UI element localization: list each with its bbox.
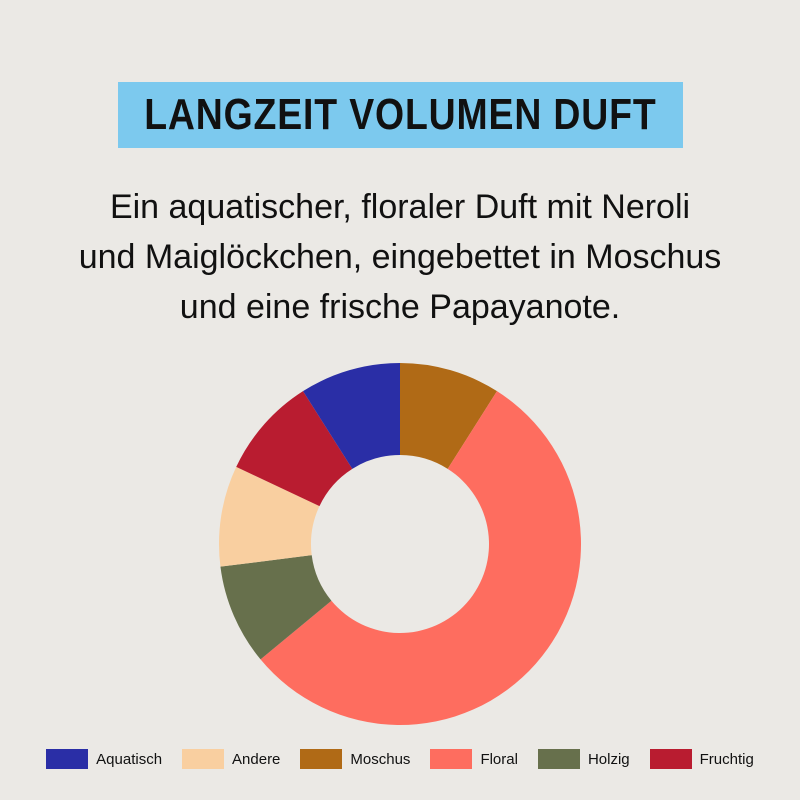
legend-swatch xyxy=(300,749,343,769)
chart-title: LANGZEIT VOLUMEN DUFT xyxy=(144,90,657,139)
legend-item-fruchtig: Fruchtig xyxy=(649,749,754,769)
legend-label: Holzig xyxy=(587,750,630,768)
legend-label: Fruchtig xyxy=(699,750,754,768)
slice-moschus xyxy=(400,363,497,469)
legend-swatch xyxy=(430,749,473,769)
legend-swatch xyxy=(46,749,89,769)
legend-item-moschus: Moschus xyxy=(300,749,410,769)
description-line: und Maiglöckchen, eingebettet in Moschus xyxy=(78,238,722,276)
legend: Aquatisch Andere Moschus Floral Holzig Frucht… xyxy=(0,749,800,769)
legend-item-floral: Floral xyxy=(430,749,518,769)
legend-swatch xyxy=(649,749,692,769)
description: Ein aquatischer, floraler Duft mit Nerol… xyxy=(0,182,800,332)
legend-label: Aquatisch xyxy=(96,750,163,768)
slice-andere xyxy=(218,466,320,567)
description-line: Ein aquatischer, floraler Duft mit Nerol… xyxy=(109,188,691,226)
legend-label: Andere xyxy=(232,750,281,768)
legend-label: Moschus xyxy=(350,750,411,768)
description-line: und eine frische Papayanote. xyxy=(179,288,621,326)
legend-item-holzig: Holzig xyxy=(537,749,630,769)
slice-fruchtig xyxy=(236,391,353,507)
legend-swatch xyxy=(182,749,225,769)
legend-label: Floral xyxy=(480,750,518,768)
legend-swatch xyxy=(537,749,580,769)
slice-floral xyxy=(260,391,581,725)
title-banner: LANGZEIT VOLUMEN DUFT xyxy=(118,82,683,148)
slice-aquatisch xyxy=(303,363,400,469)
slice-holzig xyxy=(220,555,332,660)
legend-item-aquatisch: Aquatisch xyxy=(46,749,162,769)
legend-item-andere: Andere xyxy=(182,749,280,769)
